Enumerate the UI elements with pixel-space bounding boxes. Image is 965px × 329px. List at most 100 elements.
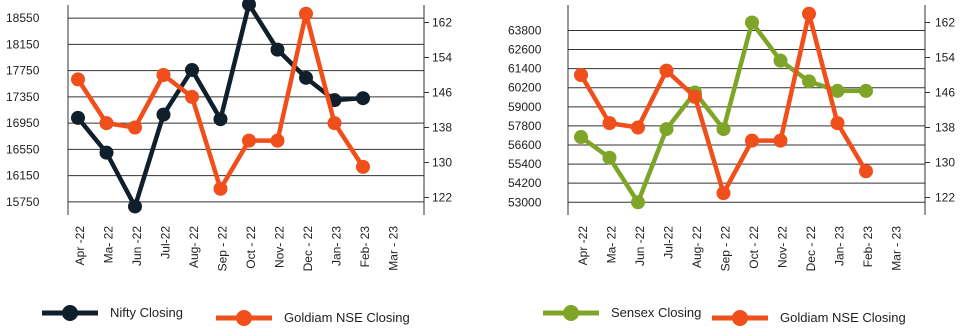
data-point (631, 195, 645, 210)
data-point (716, 122, 731, 137)
legend-label: Goldiam NSE Closing (284, 310, 410, 325)
legend-marker (732, 310, 748, 326)
y-right-tick-label: 146 (935, 86, 955, 100)
series-2 (71, 6, 370, 196)
data-point (688, 89, 702, 104)
legend-marker (236, 310, 252, 326)
y-left-tick-label: 16550 (6, 142, 40, 156)
series-2 (574, 6, 873, 201)
category-label: Oct - 22 (244, 226, 258, 269)
series-1 (574, 15, 873, 210)
series-line (76, 2, 364, 209)
y-left-tick-label: 55400 (508, 157, 542, 171)
y-left-tick-label: 16150 (6, 169, 40, 183)
y-left-tick-label: 60200 (508, 81, 542, 95)
data-point (213, 181, 228, 196)
legend-label: Goldiam NSE Closing (780, 310, 906, 325)
data-point (128, 120, 142, 135)
category-label: Ma- 22 (605, 226, 619, 264)
data-point (773, 53, 788, 68)
data-point (71, 110, 85, 125)
data-point (356, 91, 370, 106)
data-point (802, 6, 816, 21)
data-point (830, 116, 845, 131)
data-point (128, 199, 142, 214)
chart-panel-2: 63800 62600 61400 60200 59000 57800 56600 55400… (508, 5, 955, 326)
data-point (602, 150, 617, 165)
data-point (745, 15, 759, 30)
y-right-tick-label: 122 (935, 191, 955, 205)
category-label: Sep - 22 (719, 226, 733, 272)
category-label: Ma- 22 (102, 226, 116, 264)
category-label: Jan- 23 (833, 226, 847, 266)
y-right-tick-label: 122 (432, 191, 452, 205)
data-point (773, 133, 788, 148)
data-point (270, 133, 285, 148)
y-left-tick-label: 17350 (6, 90, 40, 104)
category-label: Feb- 23 (861, 226, 875, 268)
legend-label: Sensex Closing (611, 305, 701, 320)
category-label: Aug- 22 (187, 226, 201, 268)
data-point (185, 89, 199, 104)
y-left-tick-label: 18550 (6, 11, 40, 25)
y-left-tick-label: 62600 (508, 43, 542, 57)
data-point (156, 68, 171, 82)
y-right-tick-label: 130 (432, 156, 452, 170)
category-label: Nov- 22 (776, 226, 790, 268)
y-left-tick-label: 63800 (508, 23, 542, 37)
data-point (242, 133, 256, 148)
legend-label: Nifty Closing (110, 305, 183, 320)
y-left-tick-label: 61400 (508, 62, 542, 76)
series-line (579, 11, 868, 196)
y-left-tick-label: 17750 (6, 64, 40, 78)
data-point (99, 116, 114, 131)
data-point (574, 68, 588, 82)
data-point (830, 83, 845, 98)
data-point (659, 122, 674, 137)
category-label: Feb- 23 (358, 226, 372, 268)
data-point (745, 133, 759, 148)
y-left-tick-label: 15750 (6, 195, 40, 209)
category-label: Sep - 22 (216, 226, 230, 272)
data-point (716, 186, 731, 201)
category-label: Jun -22 (633, 226, 647, 266)
y-right-tick-label: 162 (432, 16, 452, 30)
category-label: Aug- 22 (690, 226, 704, 268)
series-1 (71, 0, 370, 214)
data-point (859, 83, 873, 98)
y-left-tick-label: 56600 (508, 138, 542, 152)
data-point (859, 164, 873, 179)
category-label: Oct - 22 (747, 226, 761, 269)
legend-marker (563, 305, 579, 321)
data-point (185, 62, 199, 77)
y-left-tick-label: 57800 (508, 119, 542, 133)
category-label: Mar - 23 (890, 226, 904, 271)
data-point (802, 74, 816, 89)
data-point (356, 159, 370, 174)
data-point (156, 107, 171, 122)
category-label: Dec - 22 (301, 226, 315, 272)
y-left-tick-label: 54200 (508, 176, 542, 190)
y-right-tick-label: 138 (432, 121, 452, 135)
category-label: Jul-22 (159, 226, 173, 259)
data-point (213, 112, 228, 127)
category-label: Nov- 22 (273, 226, 287, 268)
category-label: Jun -22 (130, 226, 144, 266)
y-right-tick-label: 146 (432, 86, 452, 100)
data-point (299, 6, 313, 21)
data-point (71, 72, 85, 87)
y-right-tick-label: 154 (432, 51, 452, 65)
data-point (327, 116, 342, 131)
data-point (99, 145, 114, 160)
data-point (631, 120, 645, 135)
y-left-tick-label: 16950 (6, 116, 40, 130)
category-label: Mar - 23 (387, 226, 401, 271)
series-line (76, 11, 365, 191)
y-right-tick-label: 130 (935, 156, 955, 170)
category-label: Apr -22 (73, 226, 87, 266)
y-left-tick-label: 18150 (6, 37, 40, 51)
data-point (602, 116, 617, 131)
chart-panel-1: 18550 18150 17750 17350 16950 16550 16150 15750… (6, 0, 452, 326)
data-point (270, 42, 285, 57)
